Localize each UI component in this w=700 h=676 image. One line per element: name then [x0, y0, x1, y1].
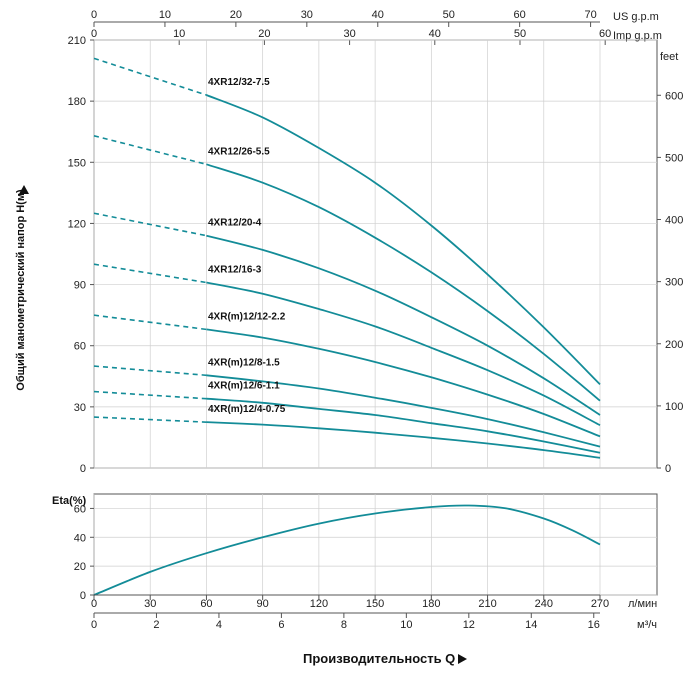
- eta-axis-labels: 0 20 40 60: [74, 503, 94, 602]
- head-curve-solid: [206, 234, 601, 416]
- m3h-tick-label: 10: [400, 619, 412, 631]
- head-y-tick-label: 60: [74, 341, 86, 353]
- eta-axis-title: Eta(%): [52, 495, 87, 507]
- lmin-tick-label: 150: [366, 598, 384, 610]
- lmin-tick-label: 180: [422, 598, 440, 610]
- m3h-unit: м³/ч: [637, 619, 657, 631]
- imp-gpm-tick-label: 0: [91, 28, 97, 40]
- us-gpm-tick-label: 20: [230, 9, 242, 21]
- us-gpm-tick-label: 10: [159, 9, 171, 21]
- imp-gpm-tick-label: 50: [514, 28, 526, 40]
- feet-unit: feet: [660, 51, 678, 63]
- curve-label: 4XR12/20-4: [208, 218, 262, 229]
- imp-gpm-unit: Imp g.p.m: [613, 30, 662, 42]
- feet-tick-label: 100: [665, 401, 683, 413]
- us-gpm-tick-label: 40: [372, 9, 384, 21]
- imp-gpm-tick-label: 60: [599, 28, 611, 40]
- curve-label: 4XR12/16-3: [208, 265, 262, 276]
- feet-tick-label: 600: [665, 90, 683, 102]
- lmin-tick-label: 0: [91, 598, 97, 610]
- eta-y-tick-label: 60: [74, 503, 86, 515]
- head-curve-dashed: [93, 57, 207, 96]
- head-curve-dashed: [93, 263, 207, 284]
- eta-y-tick-label: 0: [80, 590, 86, 602]
- feet-tick-label: 200: [665, 339, 683, 351]
- feet-tick-label: 300: [665, 277, 683, 289]
- m3h-tick-label: 12: [463, 619, 475, 631]
- x-axis-title: Производительность Q: [303, 651, 455, 666]
- head-curve-dashed: [93, 212, 207, 237]
- head-curves: 4XR12/32-7.5 4XR12/26-5.5 4XR12/20-4 4XR12/…: [93, 57, 601, 459]
- head-axis-labels: 0 30 60 90 120 150 180 210 0 100 200 300 400 500 600: [68, 35, 684, 475]
- head-grid: [93, 39, 657, 469]
- imp-gpm-tick-label: 30: [343, 28, 355, 40]
- head-y-tick-label: 90: [74, 280, 86, 292]
- lmin-tick-label: 30: [144, 598, 156, 610]
- head-axis-arrow-icon: [19, 185, 29, 194]
- m3h-tick-label: 8: [341, 619, 347, 631]
- m3h-tick-label: 16: [588, 619, 600, 631]
- curve-label: 4XR(m)12/8-1.5: [208, 357, 280, 368]
- head-curve-dashed: [93, 314, 207, 331]
- head-curve-solid: [206, 374, 601, 448]
- lmin-tick-label: 60: [200, 598, 212, 610]
- head-y-tick-label: 0: [80, 463, 86, 475]
- head-curve-solid: [206, 397, 601, 454]
- imp-gpm-tick-label: 20: [258, 28, 270, 40]
- head-curve-solid: [206, 281, 601, 426]
- eta-y-tick-label: 20: [74, 561, 86, 573]
- head-y-tick-label: 30: [74, 402, 86, 414]
- eta-y-tick-label: 40: [74, 532, 86, 544]
- m3h-tick-label: 0: [91, 619, 97, 631]
- head-curve-dashed: [93, 416, 207, 423]
- head-y-tick-label: 210: [68, 35, 86, 47]
- feet-tick-label: 400: [665, 215, 683, 227]
- feet-tick-label: 500: [665, 152, 683, 164]
- lmin-tick-label: 210: [478, 598, 496, 610]
- imp-gpm-tick-label: 40: [429, 28, 441, 40]
- lmin-unit: л/мин: [628, 598, 657, 610]
- lmin-tick-label: 90: [257, 598, 269, 610]
- eta-grid: [93, 494, 657, 596]
- us-gpm-tick-label: 30: [301, 9, 313, 21]
- curve-label: 4XR12/32-7.5: [208, 77, 270, 88]
- us-gpm-unit: US g.p.m: [613, 11, 659, 23]
- top-axis-ticks: 0 10 20 30 40 50 60 700 10 20 30 40 50 60: [91, 9, 611, 45]
- head-plot-frame: [93, 39, 658, 469]
- us-gpm-tick-label: 70: [584, 9, 596, 21]
- x-axis-arrow-icon: [458, 654, 467, 664]
- m3h-tick-label: 2: [153, 619, 159, 631]
- head-curve-dashed: [93, 390, 207, 400]
- us-gpm-tick-label: 60: [514, 9, 526, 21]
- curve-label: 4XR(m)12/6-1.1: [208, 381, 280, 392]
- eta-curve-group: [93, 504, 601, 596]
- m3h-tick-label: 6: [278, 619, 284, 631]
- head-curve-solid: [206, 163, 601, 402]
- lmin-tick-label: 240: [535, 598, 553, 610]
- eta-curve: [93, 504, 601, 596]
- head-curve-dashed: [93, 365, 207, 377]
- head-curve-dashed: [93, 135, 207, 166]
- head-axis-title: Общий манометрический напор H(м): [15, 189, 27, 391]
- us-gpm-tick-label: 50: [443, 9, 455, 21]
- bottom-axis-ticks: 0 30 60 90 120 150 180 210 240 270 0 2 4 6 8 10 12 14 16: [91, 595, 609, 631]
- head-curve-solid: [206, 421, 601, 459]
- head-curve-solid: [206, 328, 601, 438]
- imp-gpm-tick-label: 10: [173, 28, 185, 40]
- lmin-tick-label: 120: [310, 598, 328, 610]
- head-y-tick-label: 120: [68, 218, 86, 230]
- curve-label: 4XR(m)12/4-0.75: [208, 404, 286, 415]
- head-y-tick-label: 150: [68, 157, 86, 169]
- head-y-tick-label: 180: [68, 96, 86, 108]
- us-gpm-tick-label: 0: [91, 9, 97, 21]
- curve-label: 4XR12/26-5.5: [208, 146, 270, 157]
- eta-plot-frame: [93, 493, 658, 596]
- lmin-tick-label: 270: [591, 598, 609, 610]
- m3h-tick-label: 14: [525, 619, 537, 631]
- feet-tick-label: 0: [665, 463, 671, 475]
- head-curve-solid: [206, 94, 601, 386]
- m3h-tick-label: 4: [216, 619, 222, 631]
- curve-label: 4XR(m)12/12-2.2: [208, 311, 286, 322]
